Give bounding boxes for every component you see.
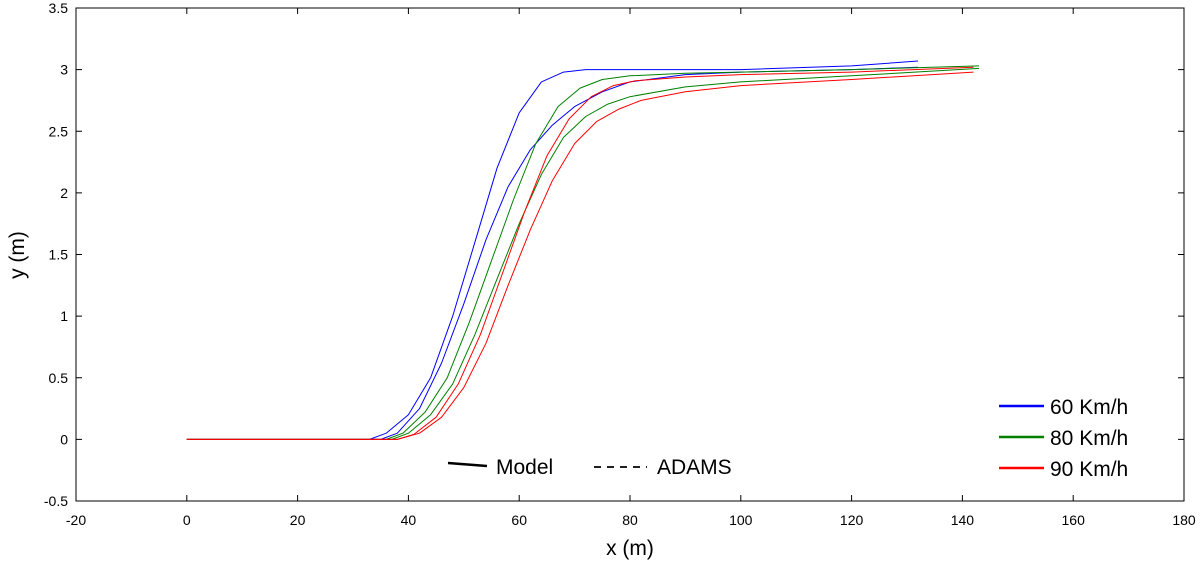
x-tick-label: 40	[401, 512, 417, 528]
y-tick-label: 2	[60, 185, 68, 201]
y-tick-label: -0.5	[44, 493, 68, 509]
plot-area	[75, 7, 1185, 502]
x-tick-label: 20	[290, 512, 306, 528]
x-tick-label: 80	[622, 512, 638, 528]
y-tick-label: 2.5	[49, 123, 69, 139]
y-tick-label: 3.5	[49, 0, 69, 16]
style-legend: Model ADAMS	[447, 456, 732, 479]
y-tick-label: 0.5	[49, 370, 69, 386]
series-line-60-adams	[186, 66, 919, 440]
series-line-80-adams	[186, 67, 980, 440]
legend-label-60: 60 Km/h	[1050, 396, 1128, 419]
style-legend-adams-label: ADAMS	[657, 456, 732, 479]
x-axis-label: x (m)	[606, 537, 654, 560]
x-tick-label: 60	[511, 512, 527, 528]
x-tick-label: 160	[1062, 512, 1086, 528]
axis-ticks: -20 0 20 40 60 80 100 120 140 160 180 -0.5 0 0.5 1 1.5 2…	[44, 0, 1196, 528]
y-tick-label: 0	[60, 431, 68, 447]
x-tick-label: 140	[951, 512, 975, 528]
style-legend-solid-sample	[447, 461, 488, 468]
series-layer	[186, 60, 980, 440]
y-tick-label: 1.5	[49, 247, 69, 263]
style-legend-model-label: Model	[496, 456, 553, 479]
series-line-60-model	[186, 60, 919, 440]
speed-legend: 60 Km/h 80 Km/h 90 Km/h	[999, 396, 1128, 481]
series-line-90-adams	[186, 71, 974, 440]
legend-label-90: 90 Km/h	[1050, 458, 1128, 481]
x-tick-label: 0	[183, 512, 191, 528]
series-line-80-model	[186, 65, 980, 440]
x-tick-label: -20	[66, 512, 86, 528]
x-tick-label: 120	[840, 512, 864, 528]
x-tick-label: 100	[729, 512, 753, 528]
y-tick-label: 1	[60, 308, 68, 324]
series-line-90-model	[186, 66, 974, 440]
y-tick-label: 3	[60, 62, 68, 78]
x-tick-label: 180	[1172, 512, 1196, 528]
legend-label-80: 80 Km/h	[1050, 427, 1128, 450]
y-axis-label: y (m)	[6, 231, 29, 279]
